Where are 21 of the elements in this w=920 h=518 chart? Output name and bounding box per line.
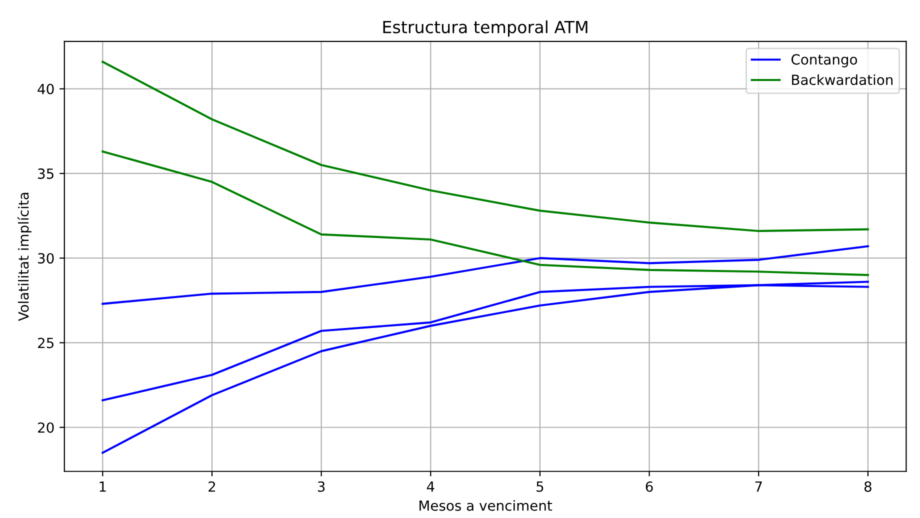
y-tick-label: 30	[38, 253, 54, 264]
x-tick-label: 2	[208, 481, 216, 492]
y-tick-label: 20	[38, 422, 54, 433]
y-tick-label: 35	[38, 168, 54, 179]
x-tick-label: 4	[426, 482, 434, 492]
legend-label: Contango	[791, 54, 858, 68]
x-tick-label: 7	[755, 482, 762, 492]
x-tick-label: 1	[100, 482, 106, 492]
x-axis-title: Mesos a venciment	[420, 500, 552, 511]
x-tick-label: 5	[536, 482, 544, 492]
line-series	[102, 150, 869, 276]
y-tick-label: 40	[38, 84, 54, 94]
x-tick-label: 8	[864, 481, 872, 492]
x-tick-label: 6	[646, 481, 653, 492]
y-axis-title: Volatilitat implícita	[17, 192, 32, 322]
y-tick-label: 25	[38, 338, 54, 348]
line-series	[102, 280, 869, 454]
x-tick-label: 3	[318, 481, 325, 492]
chart-title: Estructura temporal ATM	[383, 20, 588, 37]
line-series	[102, 245, 869, 305]
legend-label: Backwardation	[792, 74, 893, 86]
